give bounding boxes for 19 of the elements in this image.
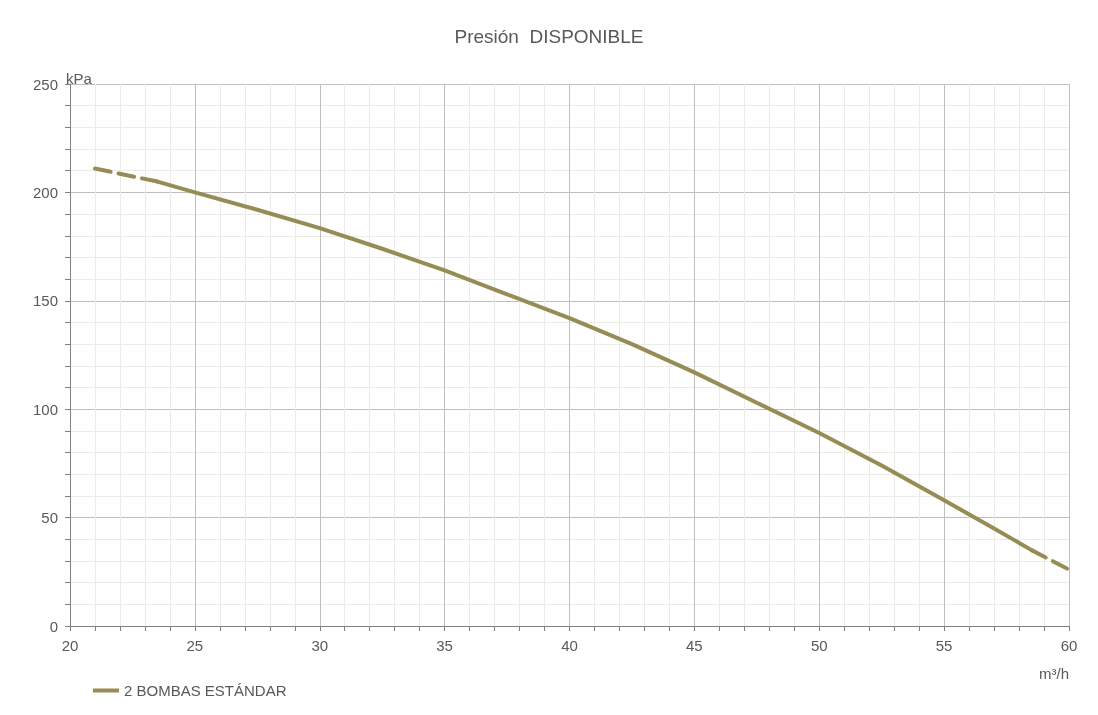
x-tick-label: 45 bbox=[686, 637, 703, 654]
y-tick-label: 0 bbox=[49, 617, 58, 635]
x-tick-label: 55 bbox=[935, 637, 953, 654]
legend-label: 2 BOMBAS ESTÁNDAR bbox=[124, 682, 287, 699]
x-tick-label: 40 bbox=[561, 637, 578, 654]
y-tick-label: 250 bbox=[32, 75, 58, 93]
x-tick-label: 60 bbox=[1060, 637, 1078, 654]
y-tick-label: 150 bbox=[32, 292, 58, 310]
y-tick-label: 50 bbox=[41, 509, 58, 527]
x-tick-label: 50 bbox=[810, 637, 828, 654]
x-tick-label: 30 bbox=[311, 637, 329, 654]
chart-title: Presión DISPONIBLE bbox=[454, 26, 644, 47]
y-axis-title: kPa bbox=[66, 70, 93, 87]
y-tick-label: 200 bbox=[32, 183, 58, 201]
y-tick-label: 100 bbox=[32, 400, 58, 418]
x-tick-label: 35 bbox=[436, 637, 453, 654]
x-axis-title: m³/h bbox=[1039, 665, 1069, 682]
x-tick-label: 25 bbox=[186, 637, 204, 654]
x-tick-label: 20 bbox=[61, 637, 79, 654]
